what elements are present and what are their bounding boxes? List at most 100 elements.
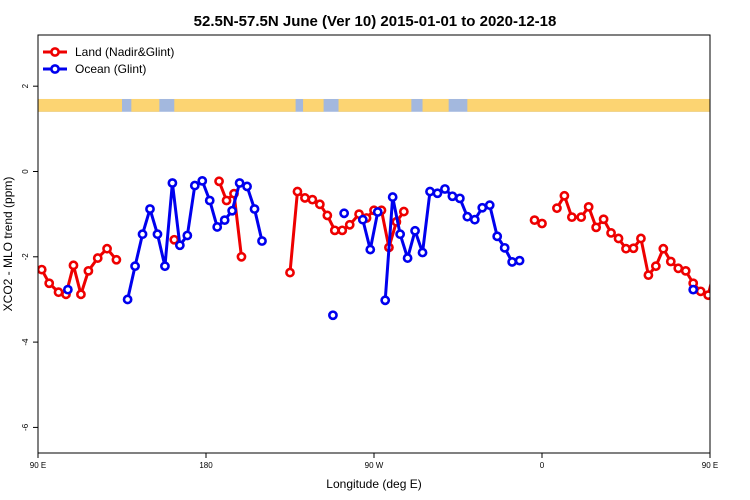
ocean-point — [219, 215, 230, 226]
x-tick-label: 0 — [540, 461, 545, 470]
land-point — [344, 219, 355, 230]
land-point — [650, 261, 661, 272]
land-point — [680, 265, 691, 276]
land-series — [38, 176, 750, 301]
land-strip-segment-4 — [338, 98, 412, 112]
land-point — [300, 193, 310, 203]
ocean-point — [477, 202, 488, 213]
land-strip-segment-5 — [422, 98, 449, 112]
x-tick-label: 90 W — [365, 461, 384, 470]
land-point — [744, 252, 750, 259]
land-strip-segment-0 — [38, 98, 122, 112]
ocean-series — [62, 175, 745, 321]
ocean-point — [204, 195, 215, 206]
ocean-point — [454, 193, 465, 204]
land-point — [566, 212, 577, 223]
land-point — [292, 186, 303, 197]
chart-title: 52.5N-57.5N June (Ver 10) 2015-01-01 to … — [194, 13, 557, 30]
legend: Land (Nadir&Glint) Ocean (Glint) — [43, 45, 174, 76]
land-strip-segment-1 — [131, 98, 160, 112]
land-point — [658, 243, 669, 254]
land-point — [236, 251, 247, 262]
ocean-point — [249, 204, 260, 214]
ocean-point — [328, 310, 338, 321]
ocean-point — [357, 214, 368, 225]
ocean-point — [731, 231, 738, 238]
land-point — [529, 215, 540, 226]
land-point — [598, 214, 609, 225]
ocean-point — [440, 184, 450, 194]
land-point — [329, 225, 340, 236]
land-point — [111, 254, 122, 265]
ocean-point — [425, 186, 435, 197]
x-axis-label: Longitude (deg E) — [326, 477, 421, 491]
land-point — [703, 290, 710, 301]
ocean-series-line — [126, 179, 264, 300]
ocean-series-line — [383, 187, 520, 301]
y-tick-label: 2 — [21, 83, 30, 88]
ocean-point — [339, 208, 350, 219]
land-point — [537, 218, 547, 229]
land-series-line — [40, 247, 118, 296]
x-tick-label: 90 E — [30, 461, 46, 470]
ocean-point — [387, 192, 398, 202]
land-point — [628, 243, 639, 254]
x-axis: 90 E 180 90 W 0 90 E — [30, 453, 718, 470]
land-strip-segment-7 — [734, 99, 750, 112]
land-point — [221, 195, 232, 206]
ocean-point — [417, 247, 428, 258]
y-tick-label: -4 — [21, 338, 30, 346]
land-point — [727, 269, 734, 276]
ocean-point — [212, 222, 223, 232]
ocean-point — [492, 231, 503, 242]
ocean-point — [410, 225, 420, 236]
land-point — [337, 225, 348, 236]
land-point — [214, 176, 224, 187]
ocean-point — [432, 188, 443, 199]
land-point — [673, 263, 684, 274]
land-point — [712, 262, 719, 269]
ocean-point — [462, 211, 473, 222]
ocean-point — [723, 263, 730, 270]
ocean-point — [122, 294, 133, 305]
land-point — [552, 203, 562, 214]
land-ocean-strip — [38, 98, 750, 112]
ocean-point — [469, 214, 480, 225]
land-point — [636, 233, 646, 244]
ocean-point — [447, 191, 458, 202]
land-point — [307, 194, 318, 205]
land-point — [583, 201, 594, 212]
land-point — [606, 228, 616, 238]
land-point — [736, 254, 743, 261]
land-series-line — [217, 180, 243, 257]
y-axis: 2 0 -2 -4 -6 — [21, 83, 38, 431]
land-point — [322, 210, 333, 221]
land-point — [314, 199, 325, 210]
x-tick-label: 180 — [199, 461, 213, 470]
ocean-point — [688, 284, 699, 295]
ocean-point — [242, 181, 252, 192]
ocean-point — [484, 200, 495, 211]
land-point — [719, 292, 726, 299]
land-strip-segment-6 — [467, 98, 710, 112]
land-point — [68, 260, 79, 271]
ocean-point — [402, 253, 413, 263]
ocean-point — [380, 295, 391, 306]
ocean-point — [145, 204, 155, 214]
y-axis-label: XCO2 - MLO trend (ppm) — [1, 177, 15, 312]
ocean-point — [234, 178, 245, 188]
land-point — [83, 265, 94, 276]
ocean-point — [182, 230, 193, 241]
ocean-point — [365, 244, 376, 255]
ocean-point — [514, 255, 525, 266]
ocean-legend-marker — [50, 64, 60, 74]
ocean-point — [160, 261, 170, 272]
ocean-point — [716, 296, 723, 303]
land-point — [285, 267, 295, 278]
land-point — [643, 270, 654, 281]
ocean-point — [738, 205, 745, 212]
land-point — [559, 190, 570, 201]
series-layer — [38, 175, 750, 321]
land-point — [591, 222, 602, 233]
